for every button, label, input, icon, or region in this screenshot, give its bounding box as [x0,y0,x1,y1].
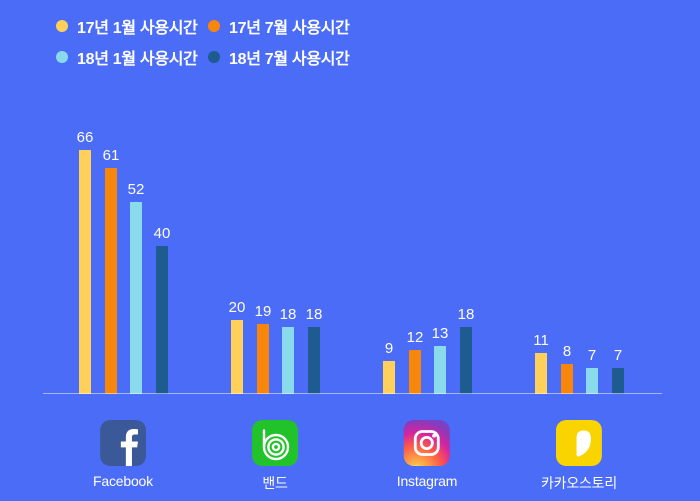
category-label-facebook: Facebook [93,473,153,489]
legend-item-17-jan: 17년 1월 사용시간 [56,18,198,37]
legend-item-18-jul: 18년 7월 사용시간 [208,49,350,68]
category-instagram: Instagram [397,420,457,489]
category-label-instagram: Instagram [396,473,458,489]
bar-kakaostory-series1 [535,353,547,394]
bar-value-instagram-series2: 12 [406,329,424,346]
bar-kakaostory-series4 [612,368,624,394]
bar-band-series2 [257,324,269,394]
legend-label-18-jan: 18년 1월 사용시간 [77,51,198,68]
bar-value-kakaostory-series3: 7 [587,347,597,364]
bar-value-instagram-series4: 18 [457,306,475,323]
bar-value-facebook-series4: 40 [153,225,171,242]
bar-value-band-series1: 20 [228,299,246,316]
facebook-icon [99,420,146,466]
legend-item-17-jul: 17년 7월 사용시간 [208,18,350,37]
bar-instagram-series4 [460,327,472,394]
legend-dot-yellow-icon [56,20,68,32]
bar-instagram-series1 [383,361,395,394]
instagram-icon [403,420,450,466]
bar-facebook-series3 [130,202,142,394]
bar-band-series3 [282,327,294,394]
legend-item-18-jan: 18년 1월 사용시간 [56,49,198,68]
legend-dot-darkblue-icon [208,51,220,63]
bar-value-band-series4: 18 [305,306,323,323]
legend-dot-cyan-icon [56,51,68,63]
band-icon [252,420,298,466]
bar-value-instagram-series1: 9 [384,340,394,357]
kakaostory-icon [556,420,602,466]
x-axis-line [43,393,662,394]
category-label-band: 밴드 [262,475,288,491]
legend-label-17-jan: 17년 1월 사용시간 [77,20,198,37]
bar-value-kakaostory-series4: 7 [613,347,623,364]
legend-dot-orange-icon [208,20,220,32]
bar-instagram-series3 [434,346,446,394]
legend-label-17-jul: 17년 7월 사용시간 [229,20,350,37]
bar-value-facebook-series3: 52 [127,181,145,198]
bar-facebook-series4 [156,246,168,394]
bar-value-facebook-series1: 66 [76,129,94,146]
bar-band-series4 [308,327,320,394]
bar-band-series1 [231,320,243,394]
bar-kakaostory-series2 [561,364,573,394]
bar-value-kakaostory-series1: 11 [533,332,549,349]
category-facebook: Facebook [93,420,153,489]
category-band: 밴드 [252,420,298,493]
bar-value-instagram-series3: 13 [431,325,449,342]
bar-value-kakaostory-series2: 8 [562,343,572,360]
bar-value-band-series2: 19 [254,303,272,320]
category-kakaostory: 카카오스토리 [541,420,617,493]
legend-label-18-jul: 18년 7월 사용시간 [229,51,350,68]
bar-facebook-series1 [79,150,91,394]
bar-value-facebook-series2: 61 [102,147,120,164]
bar-instagram-series2 [409,350,421,394]
bar-kakaostory-series3 [586,368,598,394]
bar-facebook-series2 [105,168,117,394]
category-label-kakaostory: 카카오스토리 [540,475,618,491]
bar-value-band-series3: 18 [279,306,297,323]
